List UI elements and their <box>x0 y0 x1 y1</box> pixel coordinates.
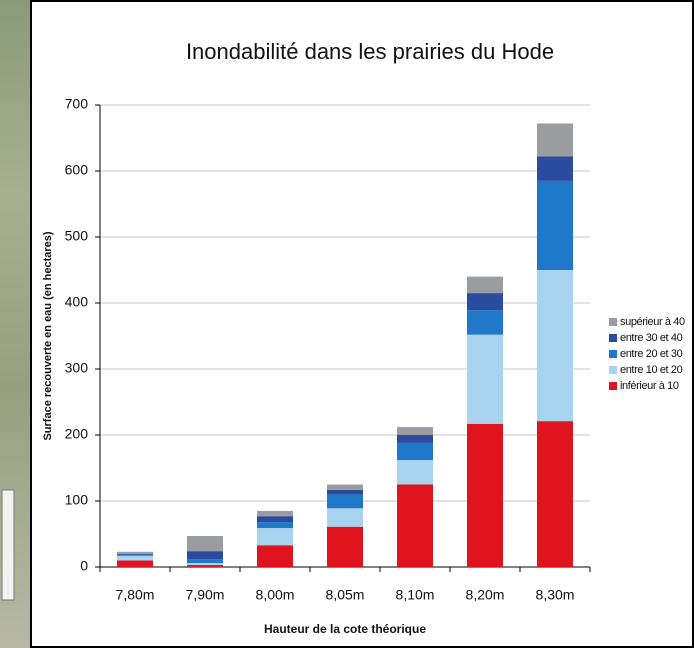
bar-segment <box>117 555 153 561</box>
x-tick-label: 8,00m <box>256 587 295 603</box>
bar-segment <box>537 156 573 181</box>
chart-title: Inondabilité dans les prairies du Hode <box>186 39 554 64</box>
bar-segment <box>117 551 153 554</box>
y-tick-label: 300 <box>65 360 89 376</box>
legend-label: entre 30 et 40 <box>620 332 683 344</box>
bar-segment <box>397 484 433 567</box>
map-inset <box>1 489 15 601</box>
bar-segment <box>467 293 503 311</box>
y-tick-label: 700 <box>65 96 89 112</box>
bar-segment <box>257 545 293 567</box>
x-tick-label: 8,10m <box>396 587 435 603</box>
plot: 0 100 200 300 400 500 600 700 7,80m 7,90m 8,00m 8,0… <box>65 96 686 603</box>
x-tick-label: 7,90m <box>186 587 225 603</box>
bar-segment <box>257 510 293 517</box>
x-tick-label: 8,30m <box>536 587 575 603</box>
x-axis-label: Hauteur de la cote théorique <box>264 622 426 636</box>
bar-segment <box>327 526 363 567</box>
legend-swatch <box>609 334 617 342</box>
y-axis-label: Surface recouverte en eau (en hectares) <box>42 231 54 440</box>
x-tick-label: 8,20m <box>466 587 505 603</box>
bar-segment <box>537 421 573 567</box>
legend-label: supérieur à 40 <box>620 316 685 328</box>
y-tick-label: 500 <box>65 228 89 244</box>
y-tick-label: 100 <box>65 492 89 508</box>
legend-label: entre 10 et 20 <box>620 364 683 376</box>
bar-segment <box>327 484 363 490</box>
bar-segment <box>537 123 573 157</box>
bar-segment <box>257 528 293 546</box>
bar-segment <box>467 310 503 335</box>
bar-segment <box>187 565 223 567</box>
x-tick-label: 7,80m <box>116 587 155 603</box>
legend-swatch <box>609 318 617 326</box>
bar-segment <box>397 442 433 461</box>
bar-segment <box>537 270 573 422</box>
bar-segment <box>467 334 503 424</box>
y-tick-label: 400 <box>65 294 89 310</box>
x-tick-label: 8,05m <box>326 587 365 603</box>
legend-swatch <box>609 350 617 358</box>
legend-label: entre 20 et 30 <box>620 348 683 360</box>
bar-segment <box>187 535 223 552</box>
bar-segment <box>327 489 363 495</box>
bar-segment <box>467 423 503 567</box>
bar-segment <box>187 559 223 564</box>
bar-segment <box>327 508 363 527</box>
bar-segment <box>117 560 153 567</box>
y-tick-label: 600 <box>65 162 89 178</box>
y-tick-label: 200 <box>65 426 89 442</box>
bar-segment <box>537 180 573 270</box>
bar-segment <box>397 435 433 443</box>
y-tick-label: 0 <box>80 558 88 574</box>
legend-swatch <box>609 366 617 374</box>
bar-segment <box>467 276 503 294</box>
bar-segment <box>397 460 433 485</box>
bar-segment <box>117 553 153 555</box>
bar-segment <box>257 516 293 523</box>
bar-segment <box>257 522 293 529</box>
bar-segment <box>187 563 223 566</box>
bar-segment <box>327 494 363 509</box>
legend-label: inférieur à 10 <box>620 380 679 392</box>
legend-swatch <box>609 382 617 390</box>
bar-segment <box>117 554 153 556</box>
bar-segment <box>397 427 433 435</box>
bar-segment <box>187 551 223 560</box>
